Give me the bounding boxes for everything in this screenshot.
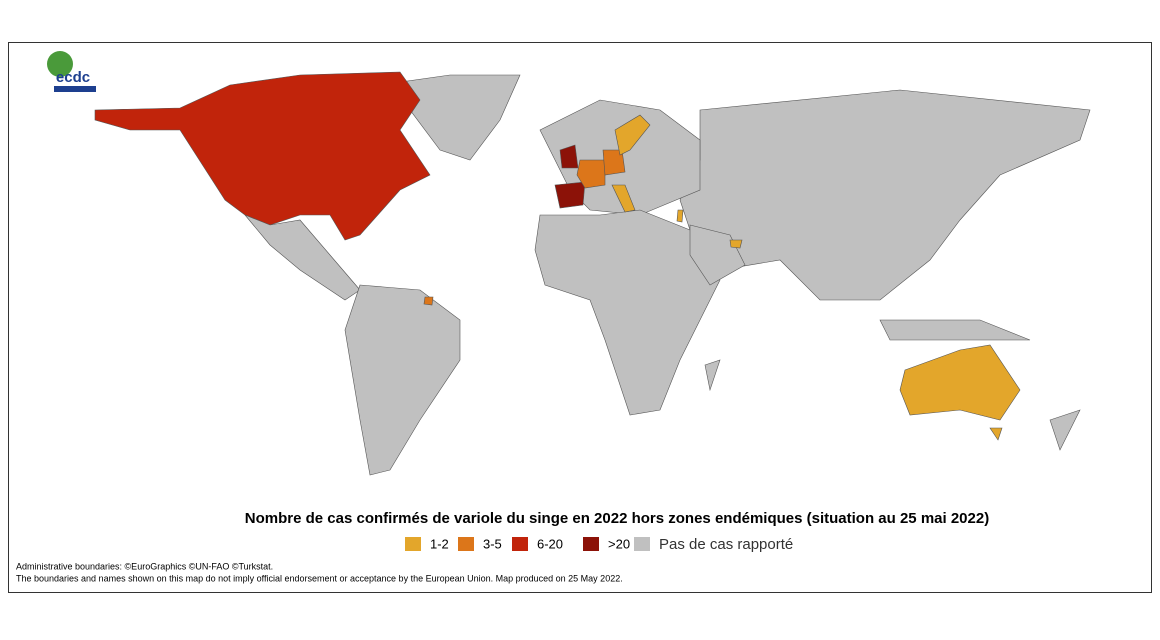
uae (729, 239, 743, 249)
italy (611, 184, 636, 213)
legend-swatch (458, 537, 474, 551)
israel (676, 209, 684, 223)
logo-flag (54, 86, 96, 92)
legend-swatch (634, 537, 650, 551)
legend-swatch (583, 537, 599, 551)
legend-label: >20 (608, 536, 630, 551)
map-title: Nombre de cas confirmés de variole du si… (245, 510, 989, 527)
logo-text: ecdc (56, 69, 90, 86)
tasmania (989, 427, 1003, 441)
legend-label: Pas de cas rapporté (659, 536, 793, 553)
logo: ecdc (47, 51, 96, 92)
credit-line: The boundaries and names shown on this m… (16, 573, 623, 583)
logo-globe (47, 51, 73, 77)
legend-label: 3-5 (483, 536, 502, 551)
legend-swatch (405, 537, 421, 551)
legend-label: 1-2 (430, 536, 449, 551)
legend-label: 6-20 (537, 536, 563, 551)
north-america (94, 71, 431, 241)
spain-portugal (554, 181, 586, 209)
south-america (344, 284, 461, 476)
germany (602, 149, 626, 176)
asia (679, 89, 1091, 301)
credit-line: Administrative boundaries: ©EuroGraphics… (16, 561, 273, 571)
sweden (614, 114, 651, 156)
legend-swatch (512, 537, 528, 551)
world (94, 71, 1091, 476)
legend: 1-2 3-5 6-20 >20 Pas de cas rapporté (405, 536, 793, 553)
new-zealand (1049, 409, 1081, 451)
france (576, 159, 606, 189)
uk (559, 144, 579, 169)
madagascar (704, 359, 721, 392)
australia (899, 344, 1021, 421)
french-guiana (423, 296, 434, 306)
indonesia (879, 319, 1031, 341)
africa (534, 209, 721, 416)
